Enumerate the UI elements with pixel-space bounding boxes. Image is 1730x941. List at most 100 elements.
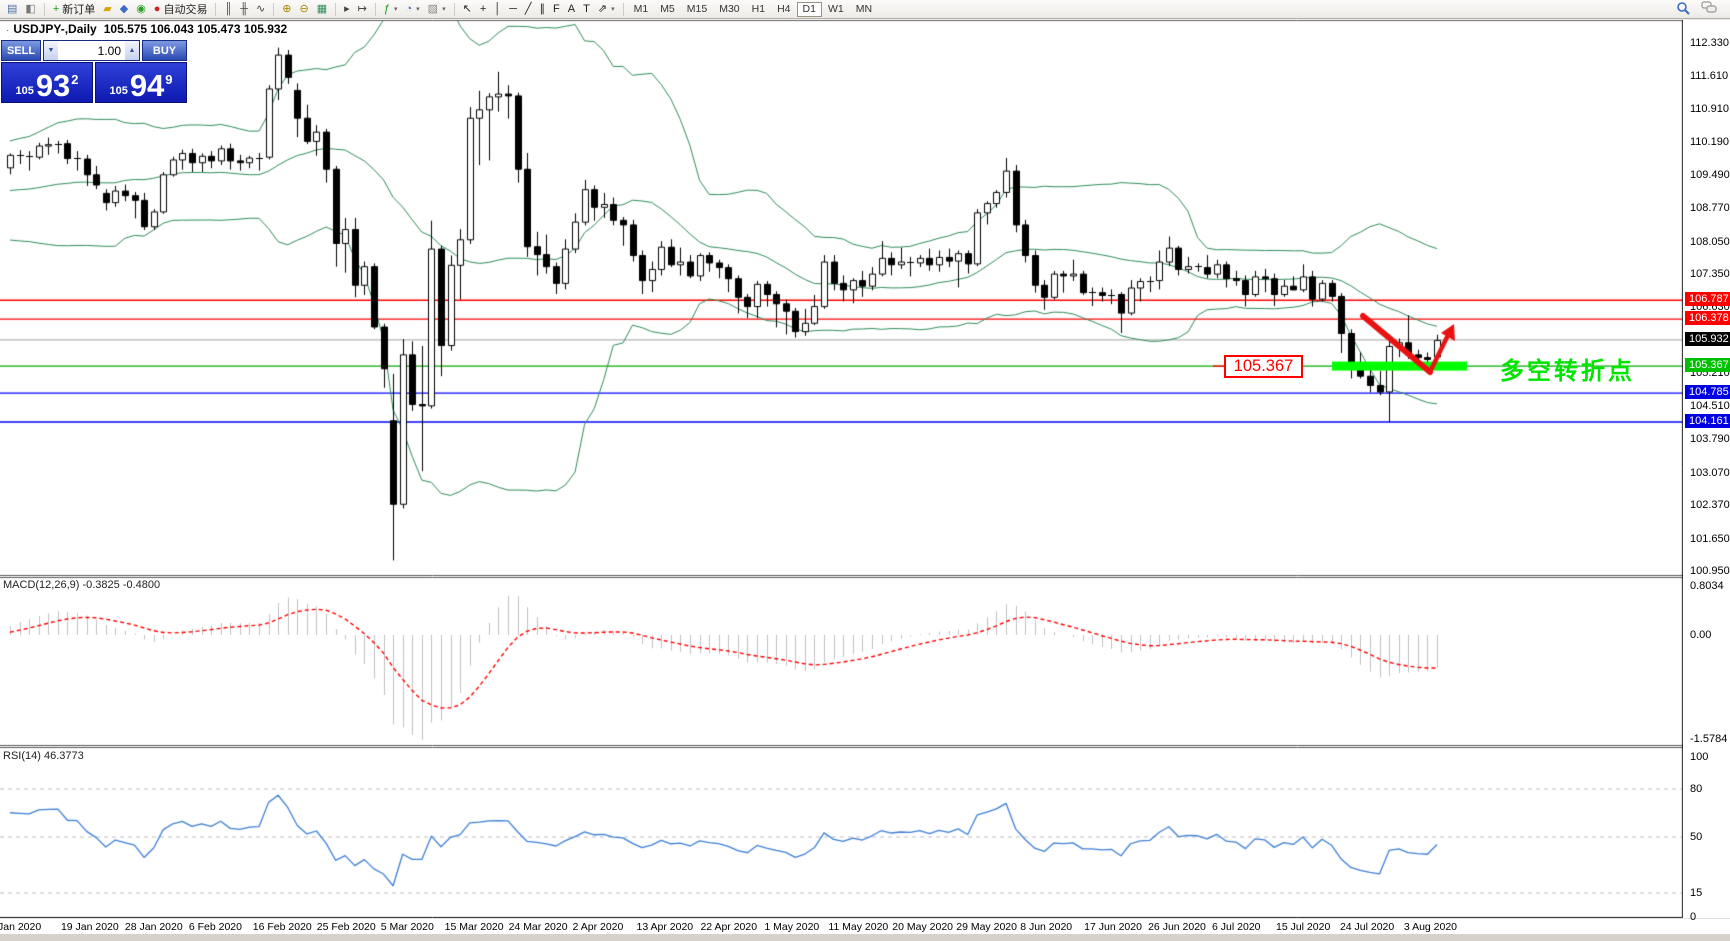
date-tick-label: 19 Jan 2020 (60, 921, 119, 933)
macd-scale-label: 0.00 (1690, 629, 1712, 641)
channel-button[interactable]: ∥ (536, 1, 550, 17)
sell-price-sup: 2 (71, 72, 79, 87)
horizontal-line-icon: ─ (509, 2, 517, 15)
zoom-out-button[interactable]: ⊖ (295, 1, 312, 17)
timeframe-m30[interactable]: M30 (713, 2, 745, 17)
buy-price-sup: 9 (165, 72, 173, 87)
signals-icon: ◉ (136, 2, 146, 15)
periods-button[interactable]: ◔ ▾ (402, 1, 424, 17)
trendline-button[interactable]: ╱ (521, 1, 536, 17)
zoom-in-button[interactable]: ⊕ (278, 1, 295, 17)
new-order-button-label: 新订单 (62, 4, 96, 16)
horizontal-line-button[interactable]: ─ (505, 1, 521, 17)
chart-profiles-button[interactable]: ◧ (21, 1, 39, 17)
autotrading-button: ● (153, 2, 161, 15)
bar-chart-icon: ║ (224, 2, 233, 15)
text-icon: A (567, 2, 576, 15)
date-tick-label: 6 Jul 2020 (1212, 921, 1261, 933)
indicators-button[interactable]: ƒ ▾ (380, 1, 402, 17)
price-axis[interactable]: 112.330 111.610 110.910 110.190 109.490 108.7… (1683, 20, 1730, 923)
sell-price-panel[interactable]: 105 93 2 (1, 62, 93, 103)
timeframe-h1[interactable]: H1 (746, 2, 771, 17)
date-tick-label: 28 Jan 2020 (124, 921, 183, 933)
candlestick-chart-button[interactable]: ╫ (236, 1, 252, 17)
date-tick-label: 13 Apr 2020 (636, 921, 694, 933)
timeframe-mn[interactable]: MN (850, 2, 878, 17)
signals-button[interactable]: ◉ (132, 1, 150, 17)
sell-price-big: 93 (35, 68, 71, 104)
timeframe-d1[interactable]: D1 (796, 1, 822, 17)
chart-shift-icon: ↦ (357, 2, 367, 15)
arrows-button[interactable]: ⇗ ▾ (594, 1, 619, 17)
cursor-button[interactable]: ↖ (459, 1, 476, 17)
vertical-line-icon: │ (494, 2, 502, 15)
sell-button[interactable]: SELL (1, 40, 41, 61)
timeframe-m15[interactable]: M15 (681, 2, 713, 17)
price-tick-label: 100.950 (1690, 565, 1730, 578)
indicators-icon: ƒ (383, 2, 390, 15)
rsi-scale-label: 50 (1690, 831, 1703, 843)
date-tick-label: 1 May 2020 (764, 921, 820, 933)
new-order-button[interactable]: + 新订单 (49, 1, 99, 17)
date-tick-label: 25 Feb 2020 (316, 921, 376, 933)
date-tick-label: 8 Jun 2020 (1020, 921, 1073, 933)
buy-price-panel[interactable]: 105 94 9 (95, 62, 187, 103)
volume-decrease-button[interactable]: ▼ (44, 41, 58, 60)
search-button[interactable] (1674, 1, 1692, 17)
rsi-indicator-label: RSI(14) 46.3773 (3, 750, 84, 762)
timeframe-m1[interactable]: M1 (628, 2, 655, 17)
templates-button[interactable]: ▧ ▾ (424, 1, 450, 17)
new-chart-button[interactable]: ▤ (3, 1, 21, 17)
vertical-line-button[interactable]: │ (490, 1, 505, 17)
price-tick-label: 107.350 (1690, 268, 1730, 281)
text-button[interactable]: A (564, 1, 579, 17)
price-tick-label: 112.330 (1690, 37, 1729, 49)
volume-increase-button[interactable]: ▲ (125, 41, 139, 60)
date-tick-label: 17 Jun 2020 (1084, 921, 1142, 933)
volume-input[interactable] (58, 41, 125, 60)
history-center-icon: ▰ (103, 2, 112, 15)
toolbar-separator (273, 2, 275, 16)
zoom-in-icon: ⊕ (282, 2, 292, 15)
fibonacci-button[interactable]: F (549, 1, 564, 17)
price-tick-label: 101.650 (1690, 532, 1730, 545)
rsi-scale-label: 0 (1690, 911, 1697, 923)
date-tick-label: 11 May 2020 (828, 921, 889, 933)
crosshair-button[interactable]: + (476, 1, 490, 17)
price-tick-label: 110.190 (1690, 136, 1729, 149)
auto-scroll-button[interactable]: ▸ (340, 1, 354, 17)
price-level-callout[interactable]: 105.367 (1224, 355, 1303, 378)
bar-chart-button[interactable]: ║ (220, 1, 236, 17)
price-tick-label: 111.610 (1690, 70, 1729, 83)
price-line-label: 106.378 (1685, 311, 1730, 326)
timeframe-m5[interactable]: M5 (654, 2, 681, 17)
community-button[interactable] (1699, 1, 1719, 17)
dropdown-caret-icon: ▾ (393, 6, 398, 13)
expert-advisors-button[interactable]: ◆ (116, 1, 132, 17)
line-chart-button[interactable]: ∿ (252, 1, 269, 17)
templates-icon: ▧ (427, 2, 439, 15)
rsi-scale-label: 100 (1690, 751, 1709, 763)
toolbar-right-icons (1674, 1, 1727, 17)
date-tick-label: Jan 2020 (0, 921, 42, 933)
price-line-label: 104.161 (1685, 414, 1730, 429)
label-button[interactable]: T (579, 1, 594, 17)
toolbar-separator (374, 2, 376, 16)
arrows-icon: ⇗ (597, 2, 608, 15)
toolbar-separator (622, 2, 624, 16)
timeframe-w1[interactable]: W1 (822, 2, 850, 17)
dropdown-caret-icon: ▾ (611, 6, 615, 13)
buy-button[interactable]: BUY (142, 40, 187, 61)
date-tick-label: 3 Aug 2020 (1403, 921, 1458, 933)
date-tick-label: 15 Mar 2020 (444, 921, 504, 933)
history-center-button[interactable]: ▰ (99, 1, 115, 17)
autotrading-button[interactable]: ● 自动交易 (150, 1, 212, 17)
price-tick-label: 109.490 (1690, 168, 1730, 181)
chart-shift-button[interactable]: ↦ (354, 1, 371, 17)
timeframe-h4[interactable]: H4 (771, 2, 796, 17)
tile-windows-button[interactable]: ▦ (313, 1, 331, 17)
date-tick-label: 15 Jul 2020 (1276, 921, 1331, 933)
auto-scroll-icon: ▸ (344, 2, 350, 15)
date-tick-label: 16 Feb 2020 (252, 921, 312, 933)
